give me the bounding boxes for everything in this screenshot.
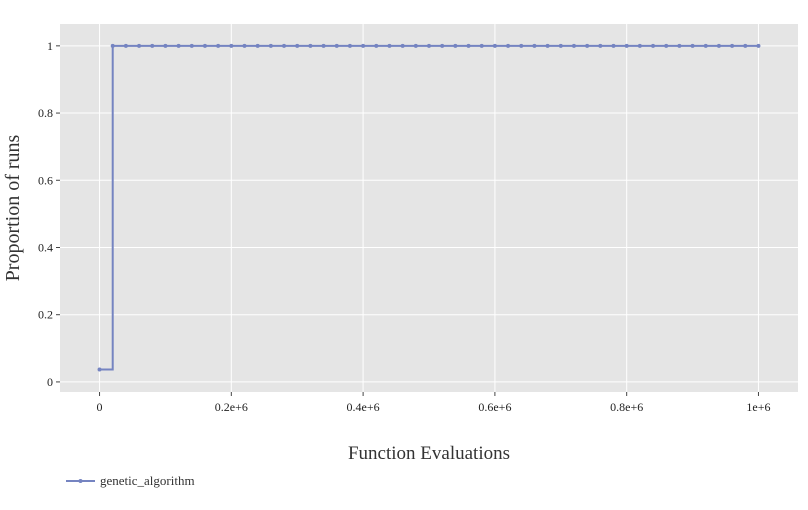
data-point: [611, 43, 616, 48]
y-tick-label: 0.2: [38, 308, 53, 322]
data-point: [506, 43, 511, 48]
legend-label: genetic_algorithm: [100, 473, 195, 488]
data-point: [492, 43, 497, 48]
data-point: [479, 43, 484, 48]
data-point: [743, 43, 748, 48]
data-point: [571, 43, 576, 48]
data-point: [255, 43, 260, 48]
data-point: [532, 43, 537, 48]
data-point: [677, 43, 682, 48]
y-tick-labels: 0 0.2 0.4 0.6 0.8 1: [38, 39, 60, 389]
data-point: [387, 43, 392, 48]
data-point: [202, 43, 207, 48]
data-point: [651, 43, 656, 48]
y-tick-label: 0.6: [38, 173, 53, 187]
data-point: [150, 43, 155, 48]
x-tick-label: 1e+6: [746, 400, 770, 414]
data-point: [97, 367, 102, 372]
data-point: [137, 43, 142, 48]
x-tick-label: 0.2e+6: [215, 400, 248, 414]
data-point: [374, 43, 379, 48]
data-point: [347, 43, 352, 48]
data-point: [163, 43, 168, 48]
data-point: [690, 43, 695, 48]
x-axis-title: Function Evaluations: [348, 443, 510, 464]
data-point: [664, 43, 669, 48]
data-point: [361, 43, 366, 48]
data-point: [176, 43, 181, 48]
data-point: [756, 43, 761, 48]
data-point: [730, 43, 735, 48]
series-layer: [97, 43, 761, 372]
x-tick-label: 0.8e+6: [610, 400, 643, 414]
data-point: [229, 43, 234, 48]
series-line: [99, 44, 759, 371]
data-point: [334, 43, 339, 48]
data-point: [585, 43, 590, 48]
data-point: [123, 43, 128, 48]
data-point: [242, 43, 247, 48]
y-tick-label: 0.8: [38, 106, 53, 120]
data-point: [624, 43, 629, 48]
y-tick-label: 1: [47, 39, 53, 53]
y-tick-label: 0.4: [38, 240, 53, 254]
x-tick-label: 0: [97, 400, 103, 414]
x-tick-label: 0.6e+6: [478, 400, 511, 414]
plot-panel: [60, 24, 798, 392]
data-point: [413, 43, 418, 48]
data-point: [308, 43, 313, 48]
data-point: [110, 43, 115, 48]
data-point: [558, 43, 563, 48]
legend[interactable]: genetic_algorithm: [66, 473, 195, 488]
data-point: [268, 43, 273, 48]
data-point: [466, 43, 471, 48]
data-point: [703, 43, 708, 48]
data-point: [216, 43, 221, 48]
data-point: [427, 43, 431, 48]
data-point: [295, 43, 300, 48]
data-point: [321, 43, 326, 48]
data-point: [453, 43, 458, 48]
x-tick-label: 0.4e+6: [347, 400, 380, 414]
x-tick-labels: 0 0.2e+6 0.4e+6 0.6e+6 0.8e+6 1e+6: [97, 392, 771, 414]
data-point: [716, 43, 721, 48]
data-point: [189, 43, 194, 48]
legend-swatch-marker: [78, 479, 83, 483]
y-axis-title: Proportion of runs: [2, 134, 24, 281]
data-point: [400, 43, 405, 48]
data-point: [637, 43, 642, 48]
data-point: [282, 43, 287, 48]
data-point: [519, 43, 524, 48]
data-point: [598, 43, 603, 48]
y-tick-label: 0: [47, 375, 53, 389]
data-point: [440, 43, 445, 48]
data-point: [545, 43, 550, 48]
